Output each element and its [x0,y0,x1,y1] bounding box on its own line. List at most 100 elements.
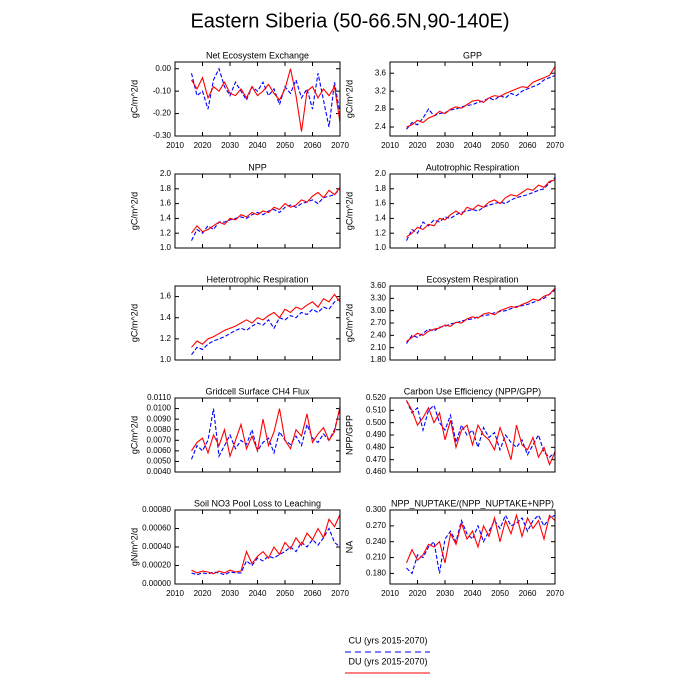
y-tick-label: 0.0090 [147,414,172,423]
x-tick-label: 2010 [166,141,184,150]
y-tick-label: 1.4 [160,214,172,223]
y-axis-label: gC/m^2/d [129,80,139,118]
y-tick-label: 1.2 [160,334,172,343]
panel-title: Ecosystem Respiration [426,274,518,284]
x-tick-label: 2060 [519,589,537,598]
x-tick-label: 2010 [381,141,399,150]
y-tick-label: 0.0040 [147,467,172,476]
y-axis-label: NPP/GPP [344,415,354,455]
x-tick-label: 2030 [436,141,454,150]
plot-frame [389,285,556,361]
y-tick-label: 0.510 [366,405,387,414]
x-tick-label: 2060 [304,141,322,150]
y-tick-label: 1.2 [375,228,387,237]
x-tick-label: 2050 [276,141,294,150]
panel-title: NPP [248,162,267,172]
x-tick-label: 2030 [436,589,454,598]
x-tick-label: 2050 [276,589,294,598]
series-line [191,406,341,459]
y-axis-label: gC/m^2/d [344,304,354,342]
y-tick-label: 0.500 [366,418,387,427]
y-tick-label: 0.00080 [142,505,171,514]
y-tick-label: 0.460 [366,467,387,476]
y-tick-label: 1.0 [160,243,172,252]
y-tick-label: -0.20 [153,109,172,118]
x-tick-label: 2020 [194,589,212,598]
y-tick-label: 0.270 [366,521,387,530]
y-axis-label: gC/m^2/d [344,80,354,118]
y-axis-label: gN/m^2/d [129,528,139,566]
y-tick-label: 1.2 [160,228,172,237]
panel-title: Gridcell Surface CH4 Flux [205,386,310,396]
x-tick-label: 2050 [491,589,509,598]
y-tick-label: 3.6 [375,68,387,77]
legend-label: CU (yrs 2015-2070) [348,635,427,645]
panel-title: Autotrophic Respiration [426,162,520,172]
y-tick-label: 3.30 [370,293,386,302]
series-line [406,177,556,241]
panel-title: Soil NO3 Pool Loss to Leaching [194,498,321,508]
series-line [191,298,341,356]
y-tick-label: 1.8 [375,184,387,193]
y-tick-label: 0.00020 [142,561,171,570]
y-tick-label: 0.00000 [142,579,171,588]
y-tick-label: 1.80 [370,355,386,364]
y-tick-label: 1.6 [160,199,172,208]
y-tick-label: 0.0060 [147,446,172,455]
series-line [406,287,556,342]
series-line [191,188,341,241]
y-tick-label: 0.0070 [147,435,172,444]
x-tick-label: 2070 [546,141,564,150]
y-tick-label: 0.520 [366,393,387,402]
y-tick-label: 1.4 [375,214,387,223]
y-tick-label: 2.40 [370,330,386,339]
plot-frame [389,509,556,585]
series-line [406,66,556,128]
series-line [191,293,341,348]
series-line [191,68,341,132]
y-tick-label: 2.8 [375,104,387,113]
y-tick-label: 3.2 [375,86,387,95]
series-line [405,400,556,458]
x-tick-label: 2050 [491,141,509,150]
series-line [191,186,341,234]
panel-title: NPP_NUPTAKE/(NPP_NUPTAKE+NPP) [391,498,554,508]
series-line [405,513,556,564]
y-tick-label: 1.0 [160,355,172,364]
x-tick-label: 2070 [546,589,564,598]
x-tick-label: 2070 [331,141,349,150]
x-tick-label: 2030 [221,589,239,598]
y-tick-label: 2.0 [375,169,387,178]
series-line [190,408,341,460]
series-line [191,527,341,576]
plot-frame [174,173,341,249]
y-tick-label: 0.480 [366,442,387,451]
x-tick-label: 2030 [221,141,239,150]
plot-frame [174,61,341,137]
x-tick-label: 2010 [381,589,399,598]
y-axis-label: gC/m^2/d [129,192,139,230]
y-tick-label: -0.10 [153,86,172,95]
plot-frame [174,397,341,473]
y-axis-label: gC/m^2/d [129,304,139,342]
y-tick-label: 3.00 [370,306,386,315]
panel-title: Net Ecosystem Exchange [206,50,309,60]
y-tick-label: 1.6 [375,199,387,208]
y-axis-label: NA [344,541,354,554]
y-tick-label: 0.240 [366,537,387,546]
x-tick-label: 2010 [166,589,184,598]
y-tick-label: 2.4 [375,122,387,131]
series-line [191,514,341,575]
y-tick-label: 0.00060 [142,524,171,533]
y-tick-label: 0.210 [366,553,387,562]
y-tick-label: 0.300 [366,505,387,514]
series-line [406,400,556,467]
y-tick-label: 1.0 [375,243,387,252]
y-axis-label: gC/m^2/d [344,192,354,230]
x-tick-label: 2070 [331,589,349,598]
x-tick-label: 2020 [409,589,427,598]
y-tick-label: 0.0050 [147,457,172,466]
y-tick-label: 0.180 [366,569,387,578]
panel-title: GPP [463,50,482,60]
